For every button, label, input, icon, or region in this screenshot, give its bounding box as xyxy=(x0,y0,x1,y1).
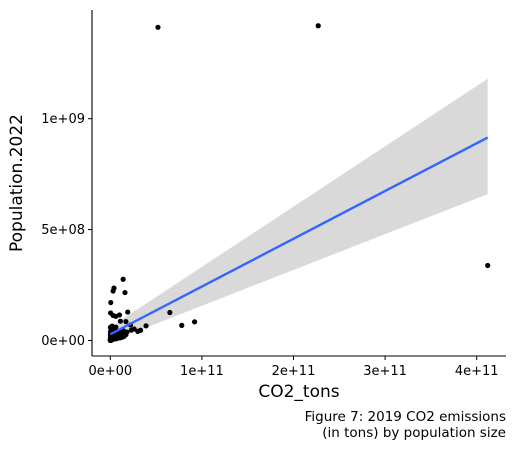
x-tick-label: 2e+11 xyxy=(272,364,316,379)
fit-line-layer xyxy=(109,136,489,336)
x-axis-title: CO2_tons xyxy=(258,382,339,402)
confidence-band xyxy=(110,78,488,342)
fit-line xyxy=(109,136,489,336)
x-tick-label: 1e+11 xyxy=(180,364,224,379)
data-point xyxy=(315,23,321,29)
y-tick-label: 5e+08 xyxy=(41,223,85,238)
axes-layer xyxy=(91,10,506,357)
data-point xyxy=(110,288,116,294)
data-point xyxy=(191,319,198,325)
data-point xyxy=(107,337,114,344)
data-point xyxy=(125,309,131,315)
data-point xyxy=(109,323,115,329)
data-point xyxy=(485,262,491,269)
caption-line-1: Figure 7: 2019 CO2 emissions xyxy=(305,409,506,425)
data-point xyxy=(143,323,149,329)
data-point xyxy=(121,333,127,339)
data-point xyxy=(123,319,129,325)
data-point xyxy=(108,299,114,306)
y-tick-label: 1e+09 xyxy=(41,112,85,127)
data-point xyxy=(155,24,161,30)
x-tick-label: 4e+11 xyxy=(455,364,499,379)
y-tick-label: 0e+00 xyxy=(41,334,85,349)
data-point xyxy=(179,322,185,328)
x-tick-label: 3e+11 xyxy=(363,364,407,379)
caption-line-2: (in tons) by population size xyxy=(322,425,506,441)
data-point xyxy=(122,289,128,296)
data-point xyxy=(120,276,126,282)
data-point xyxy=(167,309,173,316)
data-point xyxy=(117,318,123,324)
y-axis-title: Population.2022 xyxy=(7,114,27,252)
data-point xyxy=(110,312,116,319)
confidence-band-layer xyxy=(110,78,488,342)
data-point xyxy=(114,334,120,341)
ticks-layer: 0e+00 1e+11 2e+11 3e+11 4e+11 0e+00 5e+08 1e+09 xyxy=(41,112,498,379)
data-point xyxy=(128,327,134,333)
x-tick-label: 0e+00 xyxy=(88,364,132,379)
data-point xyxy=(135,328,141,334)
